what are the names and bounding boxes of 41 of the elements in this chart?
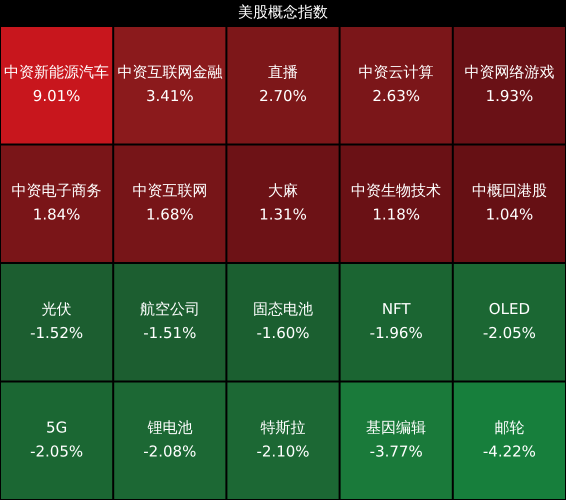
data-label: -1.51%	[143, 324, 196, 342]
category-label: NFT	[382, 300, 412, 318]
category-label: 锂电池	[146, 418, 192, 437]
data-label: -4.22%	[482, 442, 536, 461]
category-label: 中资电子商务	[12, 182, 102, 200]
category-label: 特斯拉	[260, 418, 306, 437]
category-label: 固态电池	[253, 300, 313, 318]
category-label: 中资互联网金融	[117, 63, 222, 82]
category-label: 5G	[46, 418, 68, 437]
data-label: -2.08%	[143, 442, 196, 461]
data-label: -2.10%	[256, 442, 310, 461]
category-label: 邮轮	[494, 418, 524, 437]
category-label: 大麻	[268, 182, 298, 200]
category-label: OLED	[488, 300, 530, 318]
data-label: -2.05%	[482, 324, 536, 342]
category-label: 中概回港股	[472, 182, 547, 200]
category-label: 中资新能源汽车	[4, 63, 110, 82]
category-label: 基因编辑	[366, 418, 426, 437]
category-label: 航空公司	[140, 300, 200, 318]
data-label: -2.05%	[30, 442, 84, 461]
data-label: 1.04%	[486, 206, 534, 224]
data-label: 1.31%	[259, 206, 307, 224]
data-label: 1.18%	[372, 206, 420, 224]
data-label: -1.60%	[256, 324, 310, 342]
data-label: -3.77%	[370, 442, 423, 461]
data-label: 1.93%	[486, 87, 534, 106]
category-label: 中资云计算	[358, 63, 434, 82]
category-label: 中资网络游戏	[464, 63, 554, 82]
category-label: 光伏	[42, 300, 72, 318]
data-label: -1.96%	[370, 324, 423, 342]
data-label: 9.01%	[32, 87, 80, 106]
data-label: -1.52%	[30, 324, 84, 342]
data-label: 2.70%	[259, 87, 307, 106]
data-label: 1.84%	[32, 206, 80, 224]
data-label: 3.41%	[146, 87, 194, 106]
data-label: 1.68%	[146, 206, 194, 224]
text: 美股概念指数	[238, 2, 328, 21]
category-label: 直播	[268, 63, 298, 82]
data-label: 2.63%	[372, 87, 420, 106]
category-label: 中资生物技术	[351, 182, 442, 200]
category-label: 中资互联网	[132, 182, 208, 200]
